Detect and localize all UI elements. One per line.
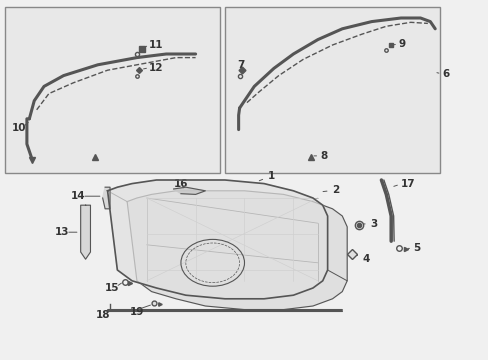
Text: 16: 16	[173, 179, 188, 189]
FancyBboxPatch shape	[224, 7, 439, 173]
Text: 1: 1	[259, 171, 275, 181]
Text: 14: 14	[71, 191, 85, 201]
FancyBboxPatch shape	[5, 7, 220, 173]
Text: 6: 6	[442, 69, 449, 79]
Text: 12: 12	[149, 63, 163, 73]
Text: 17: 17	[400, 179, 415, 189]
Text: 7: 7	[237, 60, 244, 70]
Polygon shape	[107, 180, 327, 299]
Text: 2: 2	[323, 185, 339, 195]
Text: 11: 11	[149, 40, 163, 50]
Polygon shape	[102, 187, 110, 209]
Text: 19: 19	[129, 307, 143, 318]
Text: 13: 13	[55, 227, 69, 237]
Polygon shape	[173, 187, 205, 194]
Text: 10: 10	[12, 123, 27, 133]
Text: 5: 5	[412, 243, 420, 253]
Text: 8: 8	[320, 150, 327, 161]
Text: 9: 9	[398, 39, 405, 49]
Text: 4: 4	[355, 254, 369, 264]
Text: 18: 18	[95, 310, 110, 320]
Polygon shape	[81, 205, 90, 259]
Polygon shape	[127, 191, 346, 310]
Text: 3: 3	[363, 219, 377, 229]
Text: 15: 15	[105, 283, 120, 293]
